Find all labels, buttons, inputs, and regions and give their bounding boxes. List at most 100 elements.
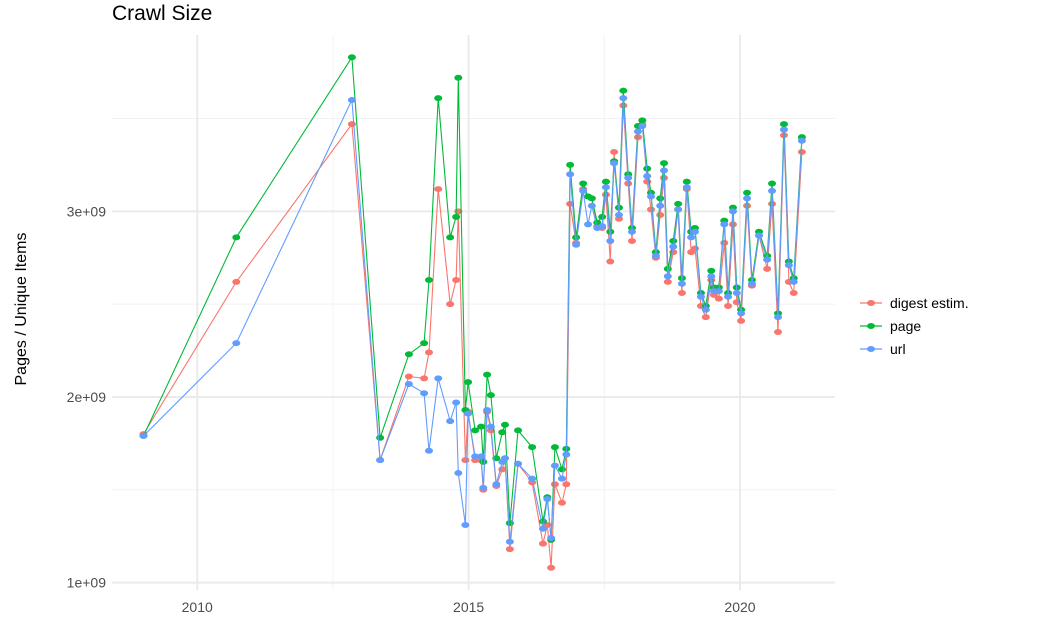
- legend-item-page: page: [858, 314, 969, 337]
- data-point: [656, 202, 665, 209]
- data-point: [434, 95, 443, 102]
- data-point: [232, 278, 241, 285]
- data-point: [452, 277, 461, 284]
- legend-point: [867, 345, 875, 352]
- data-point: [768, 187, 777, 194]
- series-url: [139, 95, 806, 545]
- data-point: [714, 288, 723, 295]
- data-point: [547, 564, 556, 571]
- data-point: [682, 184, 691, 191]
- data-point: [610, 148, 619, 155]
- data-point: [619, 95, 628, 102]
- data-point: [446, 234, 455, 241]
- data-point: [774, 314, 783, 321]
- data-point: [732, 290, 741, 297]
- legend-point: [867, 322, 875, 329]
- data-point: [797, 148, 806, 155]
- data-point: [528, 475, 537, 482]
- data-point: [547, 535, 556, 542]
- legend-key-digest: [860, 299, 882, 306]
- data-point: [471, 453, 480, 460]
- data-point: [550, 481, 559, 488]
- data-point: [483, 406, 492, 413]
- data-point: [768, 180, 777, 187]
- legend-item-url: url: [858, 337, 969, 360]
- data-point: [454, 470, 463, 477]
- data-point: [557, 475, 566, 482]
- legend-item-digest: digest estim.: [858, 291, 969, 314]
- data-point: [434, 375, 443, 382]
- data-point: [598, 213, 607, 220]
- data-point: [779, 121, 788, 128]
- data-point: [572, 234, 581, 241]
- data-point: [696, 293, 705, 300]
- data-point: [528, 444, 537, 451]
- chart-title: Crawl Size: [112, 2, 213, 25]
- data-point: [724, 303, 733, 310]
- y-tick-label: 3e+09: [67, 203, 107, 219]
- data-point: [584, 221, 593, 228]
- data-point: [701, 314, 710, 321]
- data-point: [677, 290, 686, 297]
- data-point: [646, 193, 655, 200]
- data-point: [789, 278, 798, 285]
- data-point: [514, 460, 523, 467]
- data-point: [638, 122, 647, 129]
- data-point: [610, 160, 619, 167]
- data-point: [538, 540, 547, 547]
- data-point: [139, 432, 148, 439]
- data-point: [420, 375, 429, 382]
- series-line: [143, 105, 803, 568]
- y-tick-label: 1e+09: [67, 575, 107, 591]
- data-point: [452, 399, 461, 406]
- data-point: [682, 178, 691, 185]
- data-point: [587, 195, 596, 202]
- data-point: [579, 187, 588, 194]
- data-point: [633, 128, 642, 135]
- axis-labels: 1e+09 2e+09 3e+09 2010 2015 2020: [67, 203, 756, 615]
- data-point: [376, 434, 385, 441]
- data-point: [562, 481, 571, 488]
- data-point: [660, 167, 669, 174]
- data-point: [479, 484, 488, 491]
- legend-key-page: [860, 322, 882, 329]
- legend-key-url: [860, 345, 882, 352]
- data-point: [707, 267, 716, 274]
- y-tick-label: 2e+09: [67, 389, 107, 405]
- grid: [112, 35, 835, 590]
- data-point: [728, 221, 737, 228]
- data-point: [690, 228, 699, 235]
- data-point: [505, 546, 514, 553]
- data-point: [550, 444, 559, 451]
- data-point: [687, 234, 696, 241]
- data-point: [471, 427, 480, 434]
- data-point: [601, 178, 610, 185]
- data-point: [720, 239, 729, 246]
- data-point: [424, 447, 433, 454]
- data-point: [514, 427, 523, 434]
- data-point: [572, 241, 581, 248]
- data-point: [728, 208, 737, 215]
- data-point: [643, 173, 652, 180]
- data-point: [538, 518, 547, 525]
- data-point: [724, 293, 733, 300]
- data-point: [606, 238, 615, 245]
- data-point: [701, 306, 710, 313]
- data-point: [232, 340, 241, 347]
- data-point: [420, 390, 429, 397]
- data-point: [454, 74, 463, 81]
- data-point: [737, 310, 746, 317]
- data-point: [643, 165, 652, 172]
- data-point: [464, 379, 473, 386]
- data-point: [763, 256, 772, 263]
- data-point: [638, 117, 647, 124]
- data-point: [461, 457, 470, 464]
- data-point: [624, 174, 633, 181]
- data-point: [737, 317, 746, 324]
- data-point: [743, 189, 752, 196]
- data-point: [420, 340, 429, 347]
- x-tick-label: 2020: [724, 599, 755, 615]
- data-point: [707, 273, 716, 280]
- data-point: [404, 351, 413, 358]
- data-point: [566, 171, 575, 178]
